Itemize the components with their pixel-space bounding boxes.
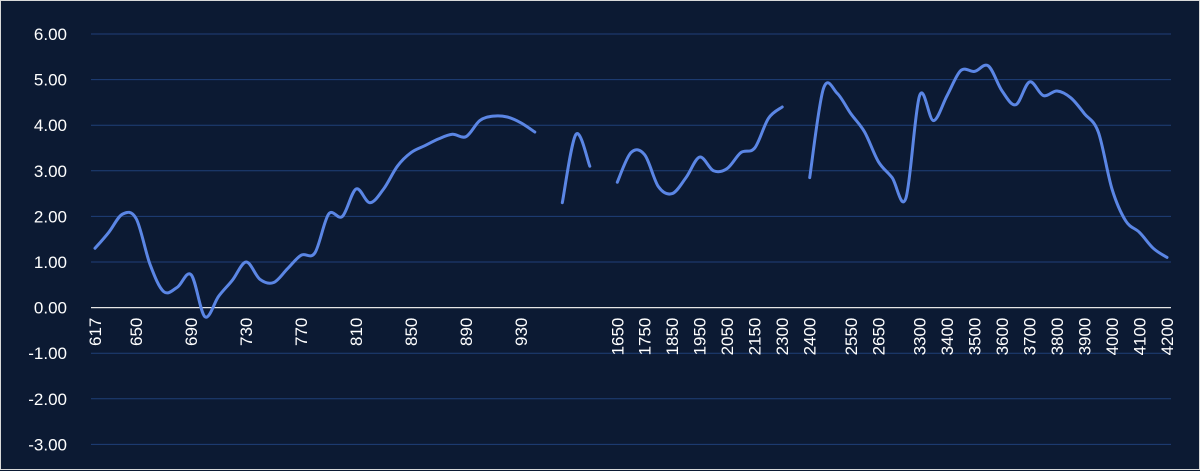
x-tick-label: 930 — [512, 318, 531, 346]
x-tick-label: 3700 — [1021, 318, 1040, 356]
y-tick-label: -3.00 — [28, 435, 67, 454]
x-tick-label: 2300 — [773, 318, 792, 356]
x-tick-label: 4100 — [1131, 318, 1150, 356]
y-tick-label: 5.00 — [34, 71, 67, 90]
y-tick-label: 1.00 — [34, 253, 67, 272]
x-tick-label: 730 — [237, 318, 256, 346]
x-tick-label: 2550 — [842, 318, 861, 356]
x-tick-label: 1950 — [691, 318, 710, 356]
x-tick-label: 2650 — [869, 318, 888, 356]
x-tick-label: 3300 — [911, 318, 930, 356]
x-tick-label: 1650 — [608, 318, 627, 356]
x-tick-label: 3500 — [966, 318, 985, 356]
x-tick-label: 850 — [402, 318, 421, 346]
x-tick-label: 3800 — [1048, 318, 1067, 356]
x-tick-label: 1750 — [636, 318, 655, 356]
x-axis-ticks: 617 650 690 730 770 810 850 890 930 1650 1750 1850 1… — [86, 318, 1177, 356]
x-tick-label: 810 — [347, 318, 366, 346]
series-line-segment — [560, 132, 592, 205]
x-tick-label: 650 — [127, 318, 146, 346]
x-tick-label: 3900 — [1076, 318, 1095, 356]
series-line-segment — [93, 114, 537, 319]
x-tick-label: 770 — [292, 318, 311, 346]
x-tick-label: 2150 — [746, 318, 765, 356]
y-tick-label: 0.00 — [34, 299, 67, 318]
x-tick-label: 3600 — [993, 318, 1012, 356]
x-tick-label: 4200 — [1158, 318, 1177, 356]
x-tick-label: 2400 — [801, 318, 820, 356]
x-tick-label: 690 — [182, 318, 201, 346]
y-tick-label: -2.00 — [28, 390, 67, 409]
x-tick-label: 617 — [86, 318, 105, 346]
series-0 — [93, 63, 1169, 319]
y-tick-label: 2.00 — [34, 207, 67, 226]
y-tick-label: 3.00 — [34, 162, 67, 181]
x-tick-label: 3400 — [938, 318, 957, 356]
y-tick-label: 4.00 — [34, 116, 67, 135]
x-tick-label: 2050 — [718, 318, 737, 356]
y-axis-ticks: -3.00 -2.00 -1.00 0.00 1.00 2.00 3.00 4.00 5.00 6… — [28, 25, 67, 454]
y-tick-label: -1.00 — [28, 344, 67, 363]
gridlines — [91, 33, 1171, 445]
y-tick-label: 6.00 — [34, 25, 67, 44]
series-line-segment — [808, 63, 1169, 259]
series-layer — [93, 63, 1169, 319]
x-tick-label: 4000 — [1103, 318, 1122, 356]
x-tick-label: 1850 — [663, 318, 682, 356]
x-tick-label: 890 — [457, 318, 476, 346]
series-line-segment — [615, 105, 784, 196]
